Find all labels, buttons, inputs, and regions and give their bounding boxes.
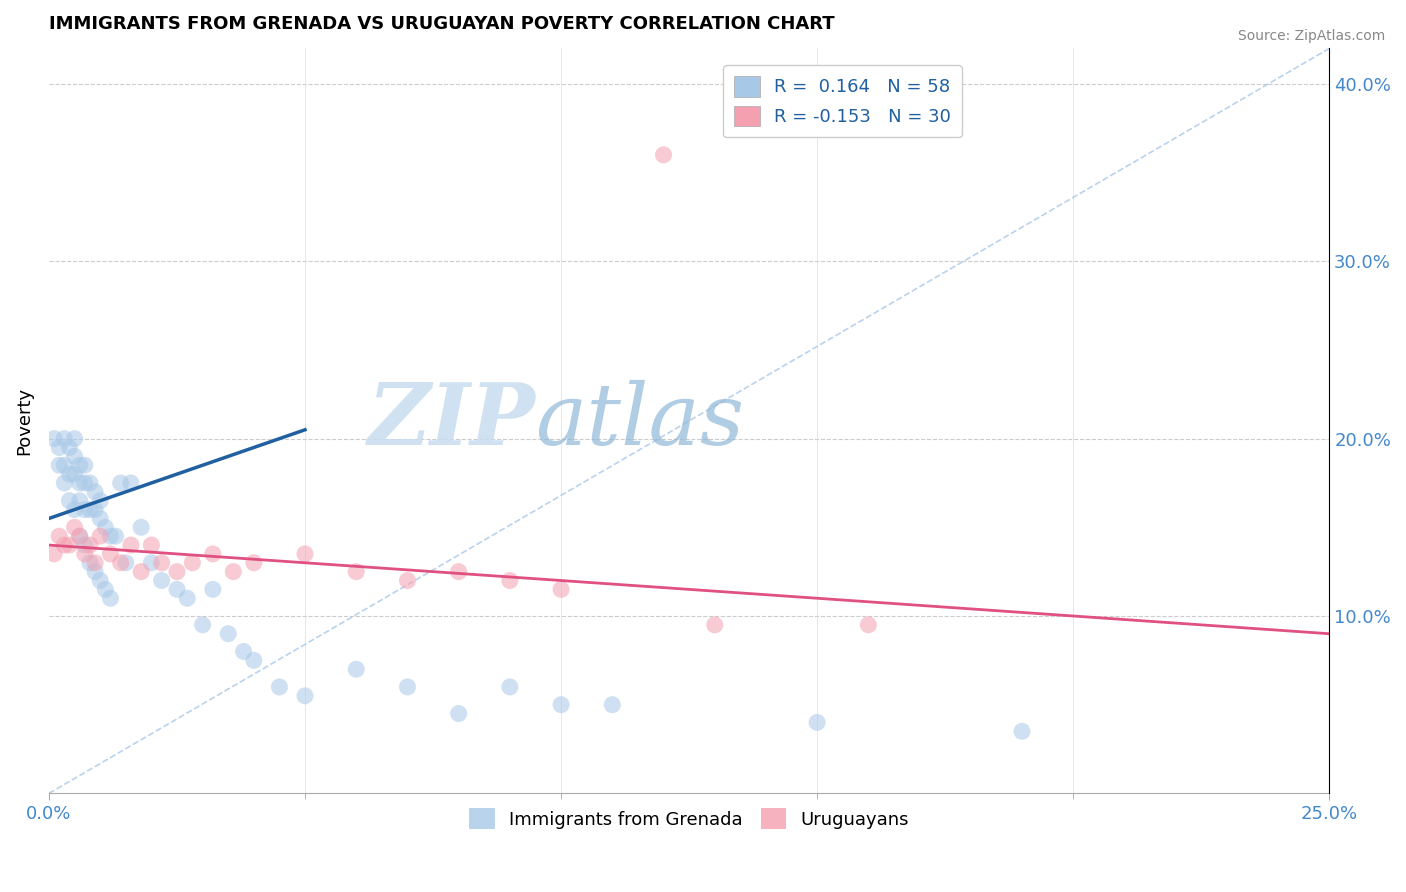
Point (1011, 724, 1033, 739)
Point (63, 520, 86, 534)
Point (69, 475, 91, 490)
Point (396, 680, 419, 694)
Legend: Immigrants from Grenada, Uruguayans: Immigrants from Grenada, Uruguayans (463, 801, 917, 837)
Point (79, 556, 101, 570)
Text: atlas: atlas (536, 380, 745, 462)
Point (141, 538, 163, 552)
Point (217, 626, 239, 640)
Point (63, 432, 86, 446)
Point (79, 475, 101, 490)
Point (703, 618, 725, 632)
Point (53, 458, 76, 473)
Point (858, 618, 880, 632)
Point (84, 502, 107, 516)
Point (89, 511, 111, 525)
Point (294, 689, 316, 703)
Point (294, 547, 316, 561)
Point (89, 529, 111, 543)
Point (166, 565, 188, 579)
Point (73, 458, 96, 473)
Point (94, 520, 117, 534)
Point (69, 493, 91, 508)
Point (150, 556, 173, 570)
Point (166, 582, 188, 597)
Point (344, 565, 367, 579)
Point (69, 529, 91, 543)
Point (58, 441, 80, 455)
Point (120, 475, 142, 490)
Point (73, 547, 96, 561)
Point (222, 565, 245, 579)
Point (110, 475, 132, 490)
Point (176, 591, 198, 606)
Point (550, 698, 572, 712)
Point (73, 502, 96, 516)
Point (600, 698, 623, 712)
Point (201, 582, 224, 597)
Point (181, 556, 204, 570)
Text: ZIP: ZIP (367, 379, 536, 463)
Point (447, 706, 470, 721)
Point (100, 547, 122, 561)
Point (191, 618, 214, 632)
Point (550, 582, 572, 597)
Point (94, 582, 117, 597)
Point (129, 520, 152, 534)
Point (806, 715, 828, 730)
Point (42, 547, 65, 561)
Point (120, 538, 142, 552)
Point (58, 467, 80, 482)
Point (53, 432, 76, 446)
Point (447, 565, 470, 579)
Point (69, 529, 91, 543)
Point (129, 565, 152, 579)
Point (84, 556, 107, 570)
Point (201, 547, 224, 561)
Point (63, 450, 86, 464)
Point (48, 441, 70, 455)
Point (110, 556, 132, 570)
Point (114, 556, 136, 570)
Point (150, 574, 173, 588)
Point (232, 644, 254, 658)
Point (63, 502, 86, 516)
Point (48, 529, 70, 543)
Point (48, 458, 70, 473)
Point (73, 538, 96, 552)
Point (63, 467, 86, 482)
Point (53, 475, 76, 490)
Point (58, 538, 80, 552)
Point (53, 538, 76, 552)
Point (243, 653, 266, 667)
Point (79, 538, 101, 552)
Point (104, 529, 127, 543)
Point (652, 148, 675, 162)
Point (89, 574, 111, 588)
Point (396, 574, 419, 588)
Point (344, 662, 367, 676)
Point (73, 475, 96, 490)
Point (100, 591, 122, 606)
Y-axis label: Poverty: Poverty (15, 387, 32, 455)
Point (42, 432, 65, 446)
Point (269, 680, 291, 694)
Text: IMMIGRANTS FROM GRENADA VS URUGUAYAN POVERTY CORRELATION CHART: IMMIGRANTS FROM GRENADA VS URUGUAYAN POV… (49, 15, 835, 33)
Point (141, 556, 163, 570)
Point (79, 502, 101, 516)
Point (499, 574, 522, 588)
Point (243, 556, 266, 570)
Point (58, 493, 80, 508)
Text: Source: ZipAtlas.com: Source: ZipAtlas.com (1237, 29, 1385, 43)
Point (499, 680, 522, 694)
Point (69, 458, 91, 473)
Point (84, 565, 107, 579)
Point (89, 493, 111, 508)
Point (84, 484, 107, 499)
Point (100, 529, 122, 543)
